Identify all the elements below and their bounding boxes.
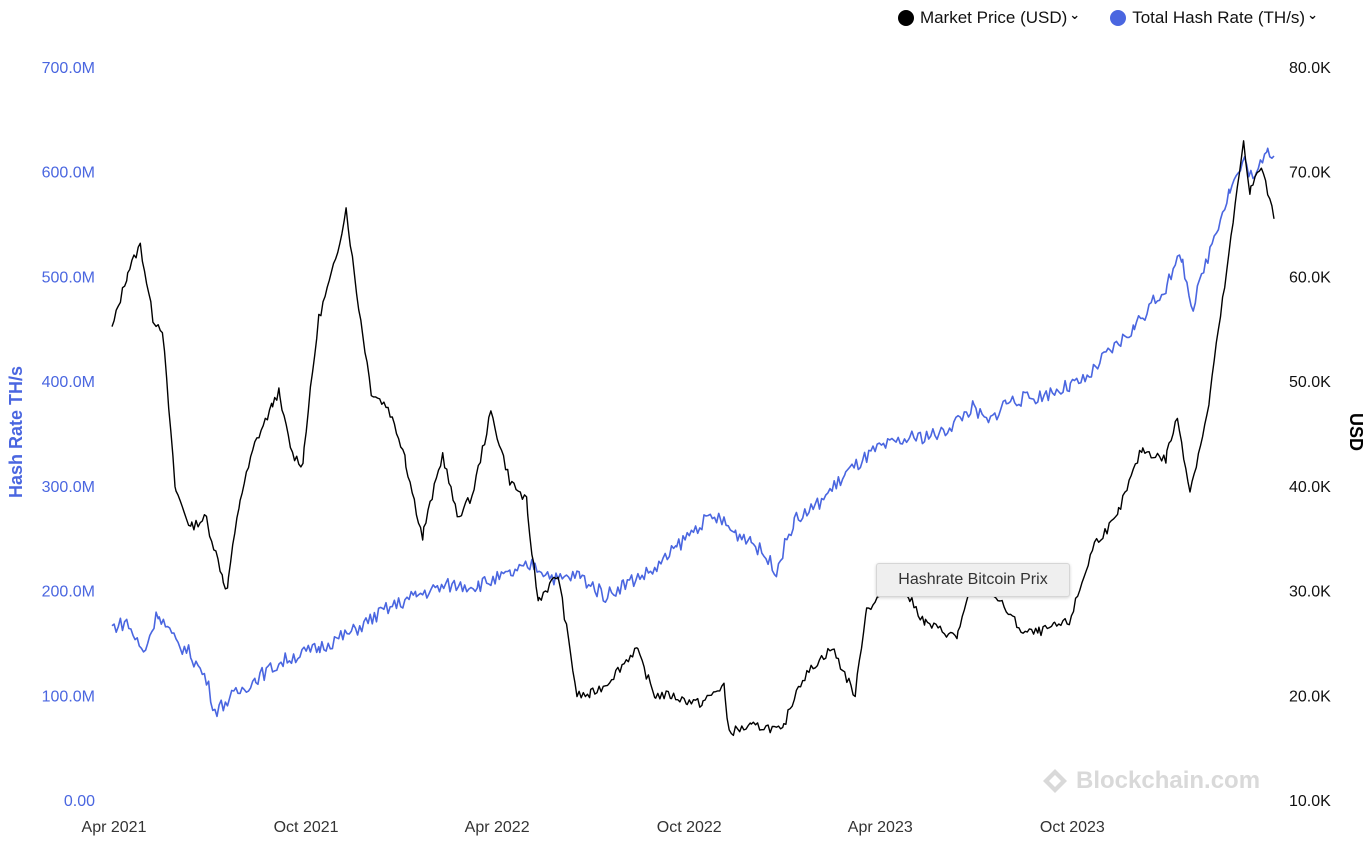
y-left-axis-label: Hash Rate TH/s [6, 366, 26, 498]
y-right-tick-label: 80.0K [1289, 60, 1331, 77]
y-right-tick-label: 10.0K [1289, 793, 1331, 810]
legend-label-market-price: Market Price (USD) [919, 8, 1068, 27]
y-right-tick-label: 40.0K [1289, 479, 1331, 496]
y-left-tick-label: 700.0M [42, 60, 95, 77]
legend-item-hash-rate[interactable]: Total Hash Rate (TH/s) ⌄ [1110, 7, 1318, 28]
x-tick-label: Apr 2023 [848, 819, 913, 836]
y-right-tick-label: 70.0K [1289, 165, 1331, 182]
x-tick-label: Oct 2022 [657, 819, 722, 836]
hash-rate-line[interactable] [111, 147, 1275, 718]
chart-tooltip: Hashrate Bitcoin Prix [876, 563, 1070, 597]
y-right-tick-label: 30.0K [1289, 584, 1331, 601]
blockchain-logo-icon [1043, 769, 1067, 793]
y-left-tick-label: 500.0M [42, 269, 95, 286]
x-tick-label: Oct 2023 [1040, 819, 1105, 836]
y-left-tick-label: 0.00 [64, 793, 95, 810]
chevron-down-icon[interactable]: ⌄ [1069, 7, 1081, 22]
legend-item-market-price[interactable]: Market Price (USD) ⌄ [897, 7, 1081, 28]
y-left-tick-label: 300.0M [42, 479, 95, 496]
y-right-axis-label: USD [1346, 413, 1366, 451]
legend-dot-hash-rate [1110, 10, 1127, 26]
chevron-down-icon[interactable]: ⌄ [1307, 7, 1318, 22]
y-left-tick-label: 200.0M [42, 584, 95, 601]
y-left-tick-label: 100.0M [42, 688, 95, 705]
legend: Market Price (USD) ⌄ Total Hash Rate (TH… [897, 7, 1318, 28]
x-tick-label: Oct 2021 [274, 819, 339, 836]
watermark-text: Blockchain.com [1076, 767, 1261, 794]
x-tick-label: Apr 2022 [465, 819, 530, 836]
y-right-tick-label: 60.0K [1289, 269, 1331, 286]
y-right-tick-label: 50.0K [1289, 374, 1331, 391]
y-left-tick-label: 400.0M [42, 374, 95, 391]
legend-label-hash-rate: Total Hash Rate (TH/s) [1132, 8, 1306, 27]
y-left-tick-label: 600.0M [42, 165, 95, 182]
legend-dot-market-price [897, 10, 914, 26]
y-right-tick-label: 20.0K [1289, 688, 1331, 705]
watermark: Blockchain.com [1042, 767, 1260, 795]
x-tick-label: Apr 2021 [82, 819, 147, 836]
market-price-line[interactable] [111, 140, 1275, 737]
